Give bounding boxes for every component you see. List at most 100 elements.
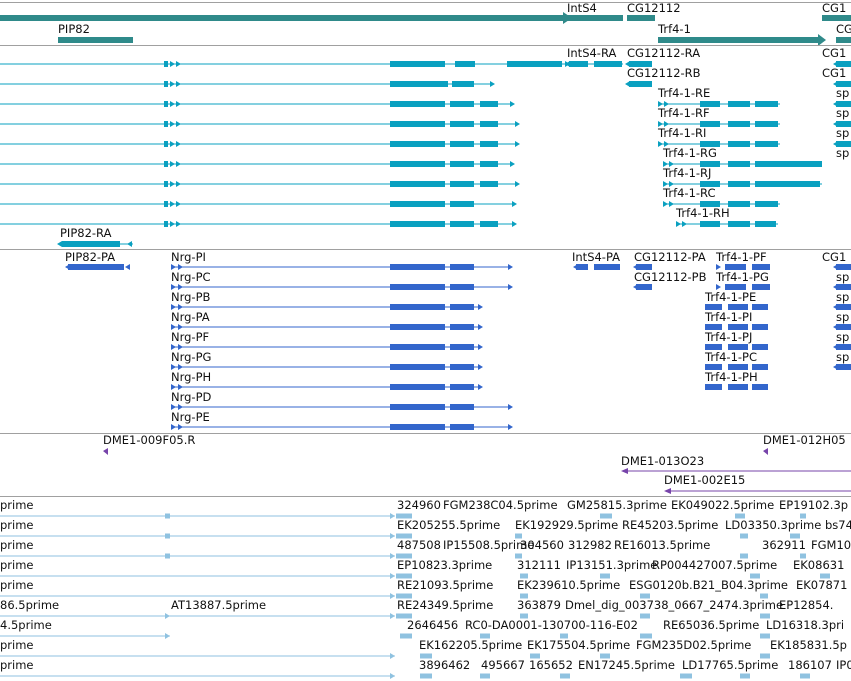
- gene-label[interactable]: CG1: [822, 1, 847, 15]
- strand-arrow[interactable]: [833, 61, 838, 67]
- feature-exon[interactable]: [450, 324, 474, 330]
- strand-arrow[interactable]: [512, 221, 517, 227]
- est-label[interactable]: prime: [0, 538, 34, 552]
- feature-exon[interactable]: [728, 121, 750, 127]
- feature-exon[interactable]: [836, 121, 851, 127]
- feature-exon[interactable]: [640, 593, 650, 599]
- strand-arrow[interactable]: [176, 61, 181, 67]
- est-label[interactable]: EP19102.3p: [779, 498, 849, 512]
- transcript-label[interactable]: Trf4-1-RJ: [663, 166, 712, 180]
- strand-arrow[interactable]: [170, 161, 175, 167]
- est-label[interactable]: RE21093.5prime: [397, 578, 494, 592]
- feature-exon[interactable]: [680, 673, 692, 679]
- feature-exon[interactable]: [164, 81, 168, 87]
- est-label[interactable]: EN17245.5prime: [578, 658, 675, 672]
- feature-exon[interactable]: [760, 613, 770, 619]
- est-label[interactable]: prime: [0, 578, 34, 592]
- feature-exon[interactable]: [728, 161, 750, 167]
- feature-exon[interactable]: [390, 101, 445, 107]
- feature-exon[interactable]: [520, 593, 528, 599]
- strand-arrow[interactable]: [833, 101, 838, 107]
- transcript-label[interactable]: CG12112-RA: [627, 46, 701, 60]
- est-label[interactable]: IP15508.5prime: [443, 538, 535, 552]
- est-label[interactable]: prime: [0, 658, 34, 672]
- strand-arrow[interactable]: [676, 221, 681, 227]
- strand-arrow[interactable]: [663, 161, 668, 167]
- feature-exon[interactable]: [752, 324, 768, 330]
- strand-arrow[interactable]: [716, 264, 721, 270]
- feature-exon[interactable]: [390, 201, 445, 207]
- feature-exon[interactable]: [600, 573, 610, 579]
- strand-arrow[interactable]: [658, 101, 663, 107]
- feature-exon[interactable]: [700, 121, 720, 127]
- feature-exon[interactable]: [700, 221, 720, 227]
- est-label[interactable]: 186107: [788, 658, 832, 672]
- feature-exon[interactable]: [728, 324, 748, 330]
- feature-exon[interactable]: [396, 573, 412, 579]
- feature-exon[interactable]: [390, 284, 445, 290]
- strand-arrow[interactable]: [669, 201, 674, 207]
- feature-exon[interactable]: [836, 324, 851, 330]
- feature-exon[interactable]: [515, 533, 522, 539]
- strand-arrow[interactable]: [178, 364, 183, 370]
- feature-exon[interactable]: [420, 673, 432, 679]
- strand-arrow[interactable]: [171, 304, 176, 310]
- est-label[interactable]: 4.5prime: [0, 618, 52, 632]
- strand-arrow[interactable]: [176, 201, 181, 207]
- strand-arrow[interactable]: [565, 61, 570, 67]
- gene-glyph-pip82[interactable]: [58, 37, 133, 43]
- feature-exon[interactable]: [164, 61, 168, 67]
- feature-exon[interactable]: [636, 264, 652, 270]
- feature-exon[interactable]: [755, 141, 778, 147]
- est-label[interactable]: EP12854.: [779, 598, 834, 612]
- feature-exon[interactable]: [728, 364, 748, 370]
- protein-label[interactable]: sp: [836, 270, 850, 284]
- clone-glyph[interactable]: [103, 448, 108, 455]
- est-label[interactable]: bs74: [825, 518, 851, 532]
- strand-arrow[interactable]: [170, 101, 175, 107]
- est-label[interactable]: 86.5prime: [0, 598, 60, 612]
- clone-track[interactable]: DME1-009F05.R DME1-012H05 DME1-013O23 DM…: [0, 434, 851, 496]
- est-label[interactable]: RE65036.5prime: [663, 618, 760, 632]
- strand-arrow[interactable]: [165, 613, 170, 619]
- est-label[interactable]: prime: [0, 498, 34, 512]
- strand-arrow[interactable]: [833, 264, 838, 270]
- protein-track[interactable]: PIP82-PA Nrg-PI IntS4-PA CG12112-PA Trf4…: [0, 250, 851, 433]
- est-label[interactable]: EP10823.3prime: [397, 558, 493, 572]
- strand-arrow[interactable]: [390, 513, 395, 519]
- feature-exon[interactable]: [728, 101, 750, 107]
- feature-exon[interactable]: [836, 81, 851, 87]
- feature-exon[interactable]: [396, 533, 412, 539]
- feature-exon[interactable]: [165, 513, 170, 519]
- est-label[interactable]: IP13151.3prime: [566, 558, 658, 572]
- est-label[interactable]: prime: [0, 638, 34, 652]
- protein-label[interactable]: Trf4-1-PF: [716, 250, 767, 264]
- est-label[interactable]: 312982: [568, 538, 612, 552]
- est-label[interactable]: 304560: [520, 538, 564, 552]
- strand-arrow[interactable]: [658, 121, 663, 127]
- strand-arrow[interactable]: [478, 324, 483, 330]
- est-label[interactable]: EK162205.5prime: [419, 638, 523, 652]
- est-label[interactable]: LD17765.5prime: [682, 658, 779, 672]
- protein-label[interactable]: Nrg-PA: [171, 310, 210, 324]
- feature-exon[interactable]: [700, 141, 720, 147]
- feature-exon[interactable]: [752, 364, 768, 370]
- feature-exon[interactable]: [700, 181, 720, 187]
- feature-exon[interactable]: [390, 221, 445, 227]
- feature-exon[interactable]: [450, 181, 474, 187]
- protein-label[interactable]: IntS4-PA: [572, 250, 621, 264]
- est-label[interactable]: RC0-DA0001-130700-116-E02: [465, 618, 638, 632]
- feature-exon[interactable]: [836, 364, 851, 370]
- feature-exon[interactable]: [62, 241, 120, 247]
- feature-exon[interactable]: [480, 101, 498, 107]
- protein-label[interactable]: CG1: [822, 250, 847, 264]
- feature-exon[interactable]: [600, 653, 610, 659]
- transcript-label[interactable]: Trf4-1-RF: [658, 106, 710, 120]
- feature-exon[interactable]: [450, 304, 474, 310]
- feature-exon[interactable]: [390, 141, 445, 147]
- strand-arrow[interactable]: [663, 181, 668, 187]
- strand-arrow[interactable]: [478, 384, 483, 390]
- strand-arrow[interactable]: [390, 553, 395, 559]
- clone-glyph[interactable]: [664, 488, 671, 494]
- clone-label[interactable]: DME1-009F05.R: [103, 434, 196, 447]
